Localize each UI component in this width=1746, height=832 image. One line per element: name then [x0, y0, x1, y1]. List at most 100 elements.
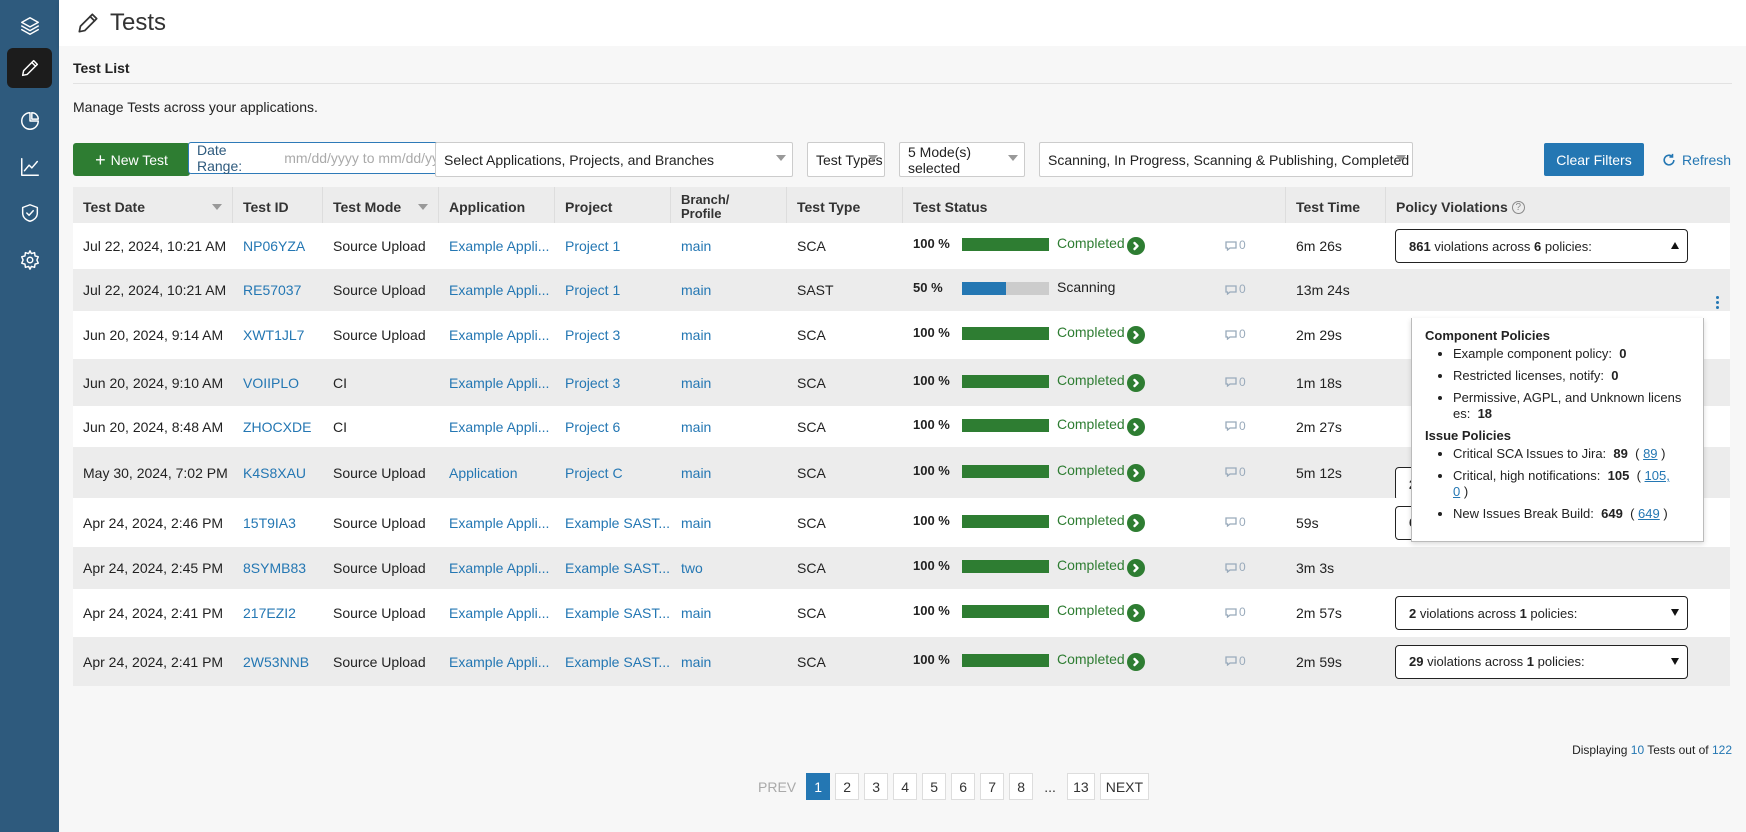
comments-indicator[interactable]: 0 — [1225, 419, 1246, 433]
prev-page-button[interactable]: PREV — [758, 778, 797, 795]
sidebar-item-layers[interactable] — [7, 6, 52, 46]
page-1-button[interactable]: 1 — [806, 773, 831, 800]
sidebar-item-analytics[interactable] — [7, 147, 52, 187]
policy-violations-select[interactable]: 2 violations across 1 policies: — [1395, 596, 1688, 630]
test-types-select[interactable]: Test Types — [807, 142, 885, 177]
sidebar-item-policies[interactable] — [7, 193, 52, 233]
branch-link[interactable]: two — [681, 560, 703, 576]
project-link[interactable]: Project 3 — [565, 327, 621, 343]
test-id-link[interactable]: K4S8XAU — [243, 464, 307, 481]
page-6-button[interactable]: 6 — [951, 773, 976, 800]
branch-link[interactable]: main — [681, 327, 712, 343]
page-3-button[interactable]: 3 — [864, 773, 889, 800]
project-link[interactable]: Project 6 — [565, 418, 621, 435]
project-link[interactable]: Example SAST... — [565, 514, 671, 531]
application-link[interactable]: Example Appli... — [449, 605, 550, 621]
refresh-button[interactable]: Refresh — [1662, 143, 1731, 176]
project-link[interactable]: Project 1 — [565, 238, 621, 254]
branch-link[interactable]: main — [681, 418, 712, 435]
row-actions-icon[interactable] — [1716, 296, 1720, 309]
chevron-right-icon[interactable] — [1127, 373, 1145, 392]
chevron-right-icon[interactable] — [1127, 513, 1145, 532]
application-link[interactable]: Example Appli... — [449, 238, 550, 254]
page-5-button[interactable]: 5 — [922, 773, 947, 800]
chevron-right-icon[interactable] — [1127, 559, 1145, 577]
sidebar-item-tests[interactable] — [7, 48, 52, 88]
test-id-link[interactable]: VOIIPLO — [243, 374, 300, 391]
issues-link[interactable]: 105, — [1644, 468, 1670, 483]
project-link[interactable]: Project C — [565, 464, 623, 481]
date-range-input[interactable] — [282, 149, 469, 167]
test-id-link[interactable]: 15T9IA3 — [243, 514, 296, 531]
policy-violations-select[interactable]: 29 violations across 1 policies: — [1395, 644, 1688, 679]
project-link[interactable]: Project 3 — [565, 374, 621, 391]
issues-link[interactable]: 0 — [1453, 484, 1461, 499]
test-type-cell: SAST — [797, 282, 834, 298]
col-test-date[interactable]: Test Date — [73, 187, 233, 227]
page-2-button[interactable]: 2 — [835, 773, 860, 800]
page-4-button[interactable]: 4 — [893, 773, 918, 800]
sidebar-item-reports[interactable] — [7, 101, 52, 141]
page-7-button[interactable]: 7 — [980, 773, 1005, 800]
application-link[interactable]: Example Appli... — [449, 418, 550, 435]
comments-indicator[interactable]: 0 — [1225, 282, 1246, 296]
chevron-right-icon[interactable] — [1127, 604, 1145, 622]
branch-link[interactable]: main — [681, 374, 712, 391]
project-link[interactable]: Example SAST... — [565, 560, 671, 576]
comments-indicator[interactable]: 0 — [1225, 560, 1246, 574]
help-icon[interactable]: ? — [1511, 200, 1525, 214]
issues-link[interactable]: 649 — [1638, 506, 1660, 521]
status-select-value: Scanning, In Progress, Scanning & Publis… — [1048, 151, 1410, 168]
project-link[interactable]: Example SAST... — [565, 653, 671, 670]
test-id-link[interactable]: 217EZI2 — [243, 605, 296, 621]
application-link[interactable]: Example Appli... — [449, 374, 550, 391]
issues-link[interactable]: 89 — [1643, 446, 1658, 461]
next-page-button[interactable]: NEXT — [1099, 773, 1150, 800]
branch-link[interactable]: main — [681, 514, 712, 531]
branch-link[interactable]: main — [681, 653, 712, 670]
test-id-link[interactable]: ZHOCXDE — [243, 418, 312, 435]
test-id-link[interactable]: NP06YZA — [243, 238, 306, 254]
date-range-filter[interactable]: Date Range: — [188, 142, 470, 174]
clear-filters-button[interactable]: Clear Filters — [1544, 143, 1644, 176]
branch-link[interactable]: main — [681, 238, 712, 254]
page-header: Tests — [59, 0, 1746, 46]
chevron-right-icon[interactable] — [1127, 652, 1145, 671]
test-id-link[interactable]: XWT1JL7 — [243, 327, 305, 343]
policy-violations-select[interactable]: 861 violations across 6 policies: — [1395, 229, 1688, 263]
project-link[interactable]: Project 1 — [565, 282, 621, 298]
comments-indicator[interactable]: 0 — [1225, 515, 1246, 529]
test-id-link[interactable]: 8SYMB83 — [243, 560, 307, 576]
comments-indicator[interactable]: 0 — [1225, 375, 1246, 389]
status-select[interactable]: Scanning, In Progress, Scanning & Publis… — [1039, 142, 1413, 177]
application-link[interactable]: Example Appli... — [449, 653, 550, 670]
branch-link[interactable]: main — [681, 464, 712, 481]
page-8-button[interactable]: 8 — [1009, 773, 1034, 800]
applications-select[interactable]: Select Applications, Projects, and Branc… — [435, 142, 793, 177]
application-link[interactable]: Application — [449, 464, 518, 481]
application-link[interactable]: Example Appli... — [449, 514, 550, 531]
comments-indicator[interactable]: 0 — [1225, 605, 1246, 619]
comments-indicator[interactable]: 0 — [1225, 327, 1246, 341]
comments-indicator[interactable]: 0 — [1225, 654, 1246, 668]
page-13-button[interactable]: 13 — [1067, 773, 1095, 800]
comments-indicator[interactable]: 0 — [1225, 465, 1246, 479]
col-test-mode[interactable]: Test Mode — [323, 187, 439, 227]
branch-link[interactable]: main — [681, 282, 712, 298]
new-test-button[interactable]: + New Test — [73, 143, 190, 176]
sidebar-item-settings[interactable] — [7, 240, 52, 280]
comments-indicator[interactable]: 0 — [1225, 238, 1246, 252]
chevron-right-icon[interactable] — [1127, 237, 1145, 255]
test-id-link[interactable]: 2W53NNB — [243, 653, 310, 670]
chevron-right-icon[interactable] — [1127, 417, 1145, 436]
branch-link[interactable]: main — [681, 605, 712, 621]
application-link[interactable]: Example Appli... — [449, 560, 550, 576]
application-link[interactable]: Example Appli... — [449, 282, 550, 298]
progress-percent: 100 % — [913, 416, 950, 432]
application-link[interactable]: Example Appli... — [449, 327, 550, 343]
modes-select[interactable]: 5 Mode(s) selected — [899, 142, 1025, 177]
chevron-right-icon[interactable] — [1127, 326, 1145, 344]
project-link[interactable]: Example SAST... — [565, 605, 671, 621]
chevron-right-icon[interactable] — [1127, 463, 1145, 482]
test-id-link[interactable]: RE57037 — [243, 282, 302, 298]
